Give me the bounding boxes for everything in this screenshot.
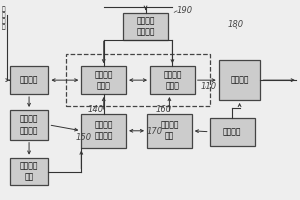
Text: 备份电源
模块: 备份电源 模块 <box>160 121 179 141</box>
FancyBboxPatch shape <box>210 118 254 146</box>
Text: 驱动低压
侧电路: 驱动低压 侧电路 <box>94 70 113 90</box>
Text: 驱动高压
侧电路: 驱动高压 侧电路 <box>163 70 182 90</box>
Text: 110: 110 <box>201 82 217 91</box>
Text: 190: 190 <box>177 6 193 15</box>
Text: 母线电压: 母线电压 <box>223 127 242 136</box>
FancyBboxPatch shape <box>10 110 49 140</box>
Text: 微控制器: 微控制器 <box>20 76 38 85</box>
Text: 功率模块: 功率模块 <box>230 76 249 85</box>
Text: 140: 140 <box>87 105 104 114</box>
FancyBboxPatch shape <box>147 114 192 148</box>
FancyBboxPatch shape <box>150 66 195 94</box>
Text: 过压监测
模块: 过压监测 模块 <box>20 161 38 182</box>
FancyBboxPatch shape <box>81 114 126 148</box>
Text: 150: 150 <box>75 133 92 142</box>
FancyBboxPatch shape <box>81 66 126 94</box>
Text: 170: 170 <box>147 127 163 136</box>
Text: 微控制器
监测模块: 微控制器 监测模块 <box>20 115 38 135</box>
FancyBboxPatch shape <box>219 60 260 100</box>
FancyBboxPatch shape <box>10 158 49 185</box>
FancyBboxPatch shape <box>10 66 49 94</box>
Text: 180: 180 <box>228 20 244 29</box>
FancyBboxPatch shape <box>123 13 168 40</box>
Text: 主动短路
处理模块: 主动短路 处理模块 <box>94 121 113 141</box>
Text: 160: 160 <box>156 105 172 114</box>
Text: 控
制
电
压: 控 制 电 压 <box>2 7 6 30</box>
Text: 隔离驱动
电源模块: 隔离驱动 电源模块 <box>136 16 155 37</box>
